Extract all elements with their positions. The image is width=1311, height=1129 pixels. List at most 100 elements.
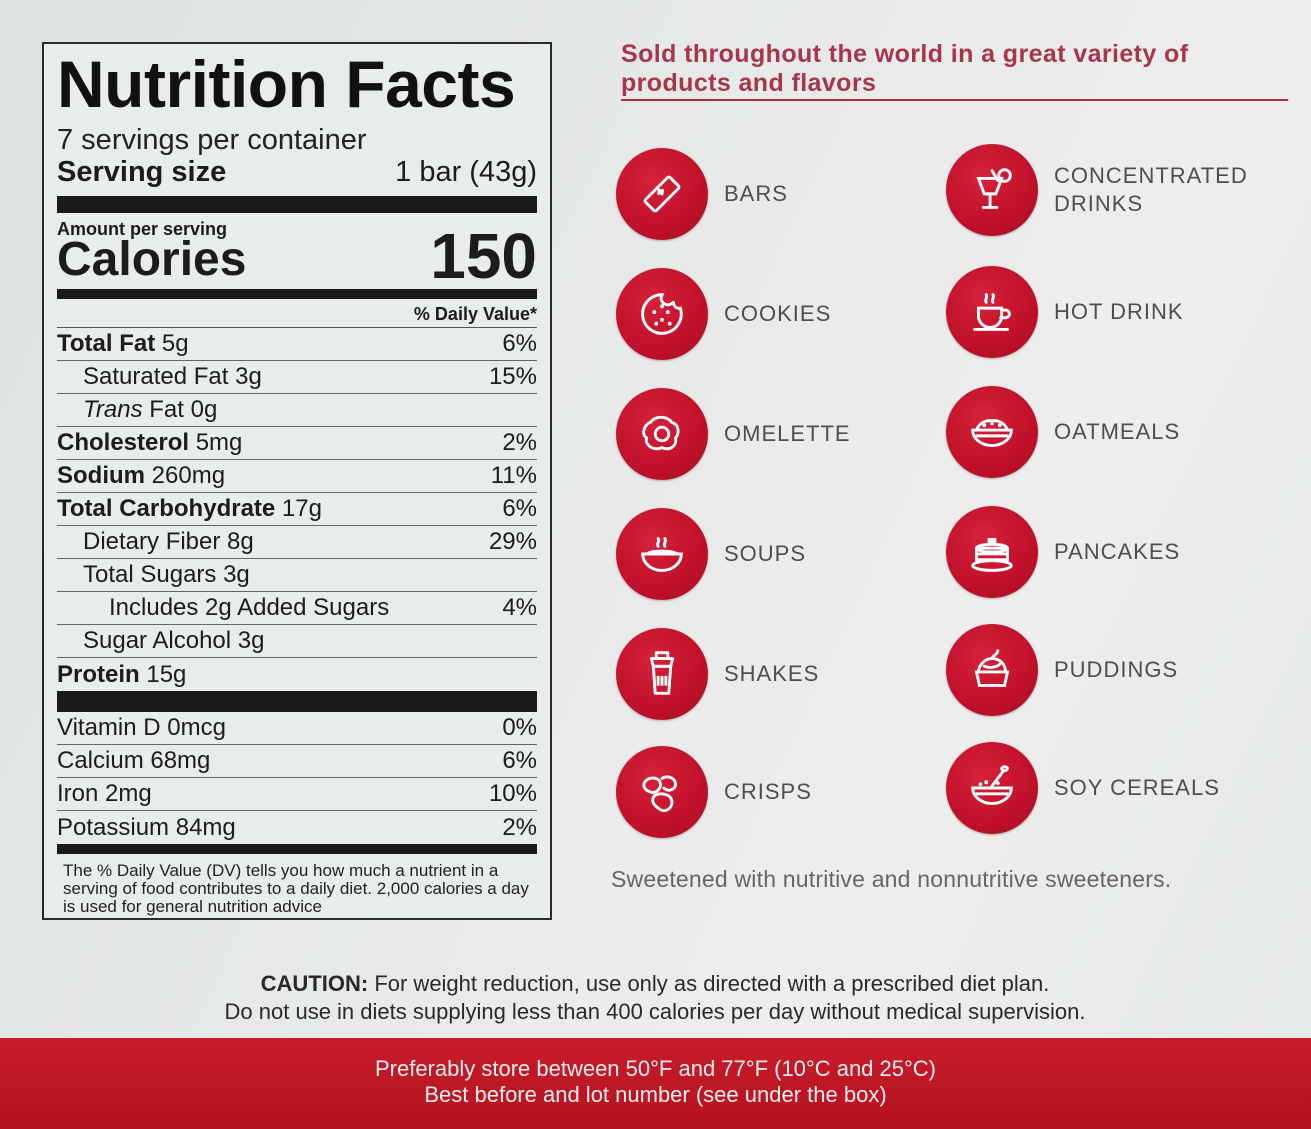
daily-value-header: % Daily Value* <box>57 299 537 328</box>
nutrient-row-saturated-fat: Saturated Fat 3g 15% <box>57 361 537 394</box>
thick-divider <box>57 196 537 213</box>
nutrient-name: Total Sugars <box>83 561 217 588</box>
variety-headline: Sold throughout the world in a great var… <box>621 40 1189 97</box>
storage-line-2: Best before and lot number (see under th… <box>424 1082 887 1107</box>
storage-info: Preferably store between 50°F and 77°F (… <box>0 1056 1311 1108</box>
product-cookies: COOKIES <box>616 266 831 362</box>
amount-per-serving-label: Amount per serving <box>57 219 228 239</box>
nutrient-name: Sodium <box>57 462 145 489</box>
cereal-bowl-icon <box>946 742 1038 834</box>
nutrient-row-sodium: Sodium 260mg 11% <box>57 460 537 493</box>
vitamin-amount: 84mg <box>175 814 236 841</box>
nutrient-name: Dietary Fiber <box>83 528 221 555</box>
nutrient-name: Sugar Alcohol <box>83 627 232 654</box>
nutrient-row-added-sugars: Includes 2g Added Sugars 4% <box>57 592 537 625</box>
vitamin-row-potassium: Potassium 84mg 2% <box>57 811 537 844</box>
product-label: SHAKES <box>724 661 820 686</box>
product-label: SOY CEREALS <box>1054 775 1220 800</box>
product-label: HOT DRINK <box>1054 299 1184 324</box>
bottom-red-band <box>0 1038 1311 1129</box>
vitamin-row-iron: Iron 2mg 10% <box>57 778 537 811</box>
nutrition-title: Nutrition Facts <box>57 47 516 121</box>
product-pancakes: PANCAKES <box>946 504 1180 600</box>
vitamin-name: Iron <box>57 780 99 807</box>
nutrient-name: Total Fat <box>57 330 156 357</box>
cookie-icon <box>616 268 708 360</box>
nutrition-facts-panel: Nutrition Facts 7 servings per container… <box>42 42 552 920</box>
nutrient-dv: 6% <box>502 495 537 522</box>
nutrient-dv: 29% <box>488 528 537 555</box>
product-label: PUDDINGS <box>1054 657 1179 682</box>
sweetener-note: Sweetened with nutritive and nonnutritiv… <box>611 866 1172 892</box>
nutrient-row-total-sugars: Total Sugars 3g <box>57 559 537 592</box>
caution-line-1: For weight reduction, use only as direct… <box>374 971 1050 996</box>
nutrient-name: Cholesterol <box>57 429 190 456</box>
product-label: BARS <box>724 181 788 206</box>
servings-per-container: 7 servings per container <box>57 124 367 156</box>
caution-line-2: Do not use in diets supplying less than … <box>224 999 1086 1024</box>
product-label: OMELETTE <box>724 421 851 446</box>
vitamin-dv: 6% <box>502 747 537 774</box>
nutrient-amount: 17g <box>281 495 322 522</box>
vitamin-amount: 68mg <box>150 747 211 774</box>
nutrient-amount: 3g <box>237 627 265 654</box>
vitamin-row-calcium: Calcium 68mg 6% <box>57 745 537 778</box>
product-concentrated-drinks: CONCENTRATED DRINKS <box>946 142 1248 238</box>
product-shakes: SHAKES <box>616 626 819 722</box>
serving-size-label: Serving size <box>57 156 227 188</box>
nutrient-amount: 260mg <box>151 462 226 489</box>
nutrient-dv: 2% <box>502 429 537 456</box>
product-bars: BARS <box>616 146 788 242</box>
nutrient-name: Includes 2g Added Sugars <box>109 594 390 621</box>
nutrient-row-trans-fat: Trans Fat 0g <box>57 394 537 427</box>
vitamin-dv: 10% <box>488 780 537 807</box>
product-puddings: PUDDINGS <box>946 622 1178 718</box>
serving-size-value: 1 bar (43g) <box>395 156 537 188</box>
vitamin-row-vitamin-d: Vitamin D 0mcg 0% <box>57 712 537 745</box>
bar-icon <box>616 148 708 240</box>
nutrient-row-total-fat: Total Fat 5g 6% <box>57 328 537 361</box>
nutrient-row-dietary-fiber: Dietary Fiber 8g 29% <box>57 526 537 559</box>
product-hot-drink: HOT DRINK <box>946 264 1184 360</box>
calories-row: Calories 150 <box>57 224 537 288</box>
nutrient-amount: 8g <box>227 528 254 555</box>
daily-value-footnote: The % Daily Value (DV) tells you how muc… <box>63 861 529 916</box>
product-label: CONCENTRATED DRINKS <box>1054 163 1248 216</box>
vitamin-name: Potassium <box>57 814 170 841</box>
vitamin-dv: 2% <box>502 814 537 841</box>
pudding-icon <box>946 624 1038 716</box>
soup-bowl-icon <box>616 508 708 600</box>
oatmeal-bowl-icon <box>946 386 1038 478</box>
nutrient-dv: 11% <box>490 462 537 489</box>
nutrient-name: Total Carbohydrate <box>57 495 276 522</box>
cocktail-icon <box>946 144 1038 236</box>
product-soy-cereals: SOY CEREALS <box>946 740 1220 836</box>
nutrient-amount: 5mg <box>195 429 243 456</box>
caution-label: CAUTION: <box>260 971 369 996</box>
nutrient-amount: 5g <box>161 330 189 357</box>
nutrient-row-cholesterol: Cholesterol 5mg 2% <box>57 427 537 460</box>
calories-label: Calories <box>57 233 247 286</box>
product-soups: SOUPS <box>616 506 806 602</box>
vitamin-dv: 0% <box>502 714 537 741</box>
nutrient-dv: 6% <box>502 330 537 357</box>
product-omelette: OMELETTE <box>616 386 851 482</box>
nutrient-row-total-carbohydrate: Total Carbohydrate 17g 6% <box>57 493 537 526</box>
nutrient-row-sugar-alcohol: Sugar Alcohol 3g <box>57 625 537 658</box>
nutrient-dv: 4% <box>502 594 537 621</box>
headline-rule <box>621 99 1288 101</box>
vitamin-divider <box>57 691 537 712</box>
calories-value: 150 <box>430 220 537 292</box>
nutrient-name: Trans <box>83 396 143 423</box>
vitamin-name: Vitamin D <box>57 714 161 741</box>
footnote-divider <box>57 844 537 854</box>
nutrient-amount: 3g <box>235 363 262 390</box>
pancake-icon <box>946 506 1038 598</box>
storage-line-1: Preferably store between 50°F and 77°F (… <box>374 1056 937 1081</box>
nutrient-dv: 15% <box>488 363 537 390</box>
coffee-cup-icon <box>946 266 1038 358</box>
nutrient-amount: 0g <box>190 396 218 423</box>
product-label: OATMEALS <box>1054 419 1181 444</box>
product-label: COOKIES <box>724 301 832 326</box>
egg-icon <box>616 388 708 480</box>
